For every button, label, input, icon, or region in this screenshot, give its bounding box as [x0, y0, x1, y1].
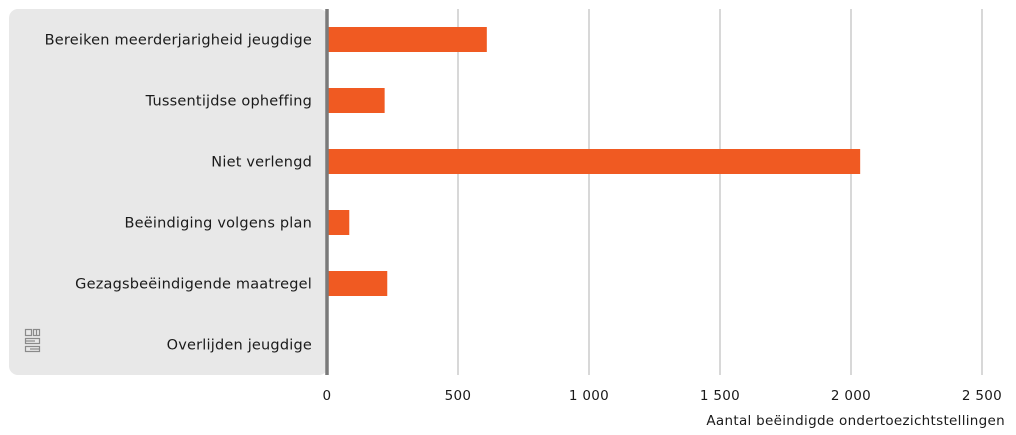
bar: [327, 149, 861, 174]
cbs-logo-icon: [24, 328, 41, 353]
bar: [327, 27, 487, 52]
x-tick-labels: 0 500 1 000 1 500 2 000 2 500: [323, 388, 1002, 404]
x-tick-label: 1 500: [700, 388, 740, 404]
x-tick-label: 1 000: [569, 388, 609, 404]
bar: [327, 210, 350, 235]
category-label: Bereiken meerderjarigheid jeugdige: [45, 33, 312, 49]
category-label-panel: [9, 9, 328, 375]
gridlines: [457, 9, 983, 375]
x-tick-label: 0: [323, 388, 332, 404]
x-tick-label: 2 000: [831, 388, 871, 404]
category-label: Gezagsbeëindigende maatregel: [75, 277, 312, 293]
category-labels: Bereiken meerderjarigheid jeugdige Tussen…: [45, 33, 312, 354]
x-axis-title: Aantal beëindigde ondertoezichtstellinge…: [706, 413, 1005, 429]
category-label: Tussentijdse opheffing: [145, 94, 312, 110]
bar: [327, 88, 385, 113]
x-tick-label: 2 500: [962, 388, 1002, 404]
bar: [327, 271, 388, 296]
category-label: Beëindiging volgens plan: [124, 216, 312, 232]
category-label: Overlijden jeugdige: [167, 338, 312, 354]
bars: [327, 27, 861, 296]
x-tick-label: 500: [445, 388, 472, 404]
category-label: Niet verlengd: [211, 155, 312, 171]
